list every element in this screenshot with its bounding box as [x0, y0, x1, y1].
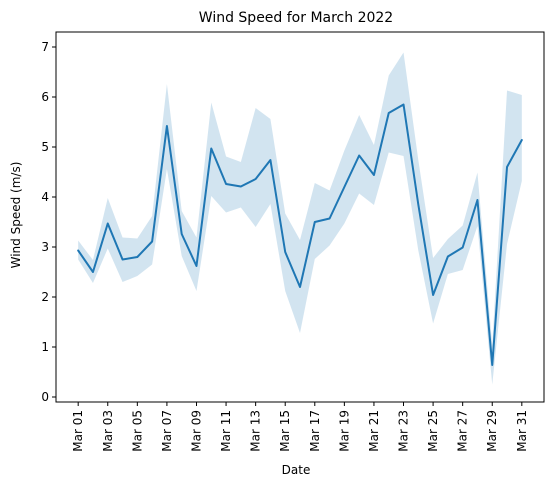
- data-point: [462, 247, 464, 249]
- data-point: [314, 221, 316, 223]
- data-point: [240, 186, 242, 188]
- data-point: [506, 166, 508, 168]
- x-tick-label: Mar 03: [101, 410, 115, 452]
- x-tick-label: Mar 01: [71, 410, 85, 452]
- data-point: [210, 148, 212, 150]
- x-tick-label: Mar 17: [308, 410, 322, 452]
- y-axis-label: Wind Speed (m/s): [9, 162, 23, 269]
- x-tick-label: Mar 19: [337, 410, 351, 452]
- data-point: [476, 199, 478, 201]
- axes-frame: [55, 31, 545, 403]
- y-tick-label: 0: [41, 390, 49, 404]
- x-tick-label: Mar 11: [219, 410, 233, 452]
- x-tick-label: Mar 07: [160, 410, 174, 452]
- data-point: [432, 294, 434, 296]
- series-line: [77, 103, 523, 366]
- y-tick-label: 4: [41, 190, 49, 204]
- y-tick-label: 3: [41, 240, 49, 254]
- data-point: [151, 241, 153, 243]
- data-point: [521, 139, 523, 141]
- x-tick-label: Mar 21: [367, 410, 381, 452]
- data-point: [136, 256, 138, 258]
- x-tick-label: Mar 09: [189, 410, 203, 452]
- y-tick-label: 1: [41, 340, 49, 354]
- data-point: [195, 265, 197, 267]
- data-point: [491, 364, 493, 366]
- data-point: [284, 251, 286, 253]
- y-tick-label: 7: [41, 40, 49, 54]
- data-point: [269, 159, 271, 161]
- data-point: [77, 250, 79, 252]
- data-point: [417, 204, 419, 206]
- data-point: [329, 218, 331, 220]
- chart-title: Wind Speed for March 2022: [199, 10, 393, 26]
- y-tick-label: 5: [41, 140, 49, 154]
- data-point: [255, 178, 257, 180]
- x-axis-label: Date: [282, 463, 311, 477]
- y-tick-label: 6: [41, 90, 49, 104]
- data-point: [107, 223, 109, 225]
- confidence-band: [78, 52, 522, 385]
- x-tick-label: Mar 15: [278, 410, 292, 452]
- data-point: [181, 233, 183, 235]
- data-point: [403, 104, 405, 106]
- x-tick-label: Mar 27: [456, 410, 470, 452]
- x-tick-label: Mar 05: [130, 410, 144, 452]
- x-tick-label: Mar 29: [485, 410, 499, 452]
- x-tick-label: Mar 25: [426, 410, 440, 452]
- data-point: [373, 174, 375, 176]
- data-point: [122, 259, 124, 261]
- data-point: [225, 183, 227, 185]
- x-tick-label: Mar 13: [249, 410, 263, 452]
- y-tick-label: 2: [41, 290, 49, 304]
- data-point: [299, 286, 301, 288]
- data-point: [343, 186, 345, 188]
- y-axis-ticks: 0 1 2 3 4 5 6 7: [41, 40, 56, 404]
- x-axis-ticks: Mar 01 Mar 03 Mar 05 Mar 07 Mar 09 Mar 11 Mar …: [71, 402, 529, 452]
- x-tick-label: Mar 31: [515, 410, 529, 452]
- x-tick-label: Mar 23: [397, 410, 411, 452]
- data-point: [358, 155, 360, 157]
- data-point: [92, 271, 94, 273]
- data-point: [447, 256, 449, 258]
- data-point: [166, 125, 168, 127]
- data-point: [388, 112, 390, 114]
